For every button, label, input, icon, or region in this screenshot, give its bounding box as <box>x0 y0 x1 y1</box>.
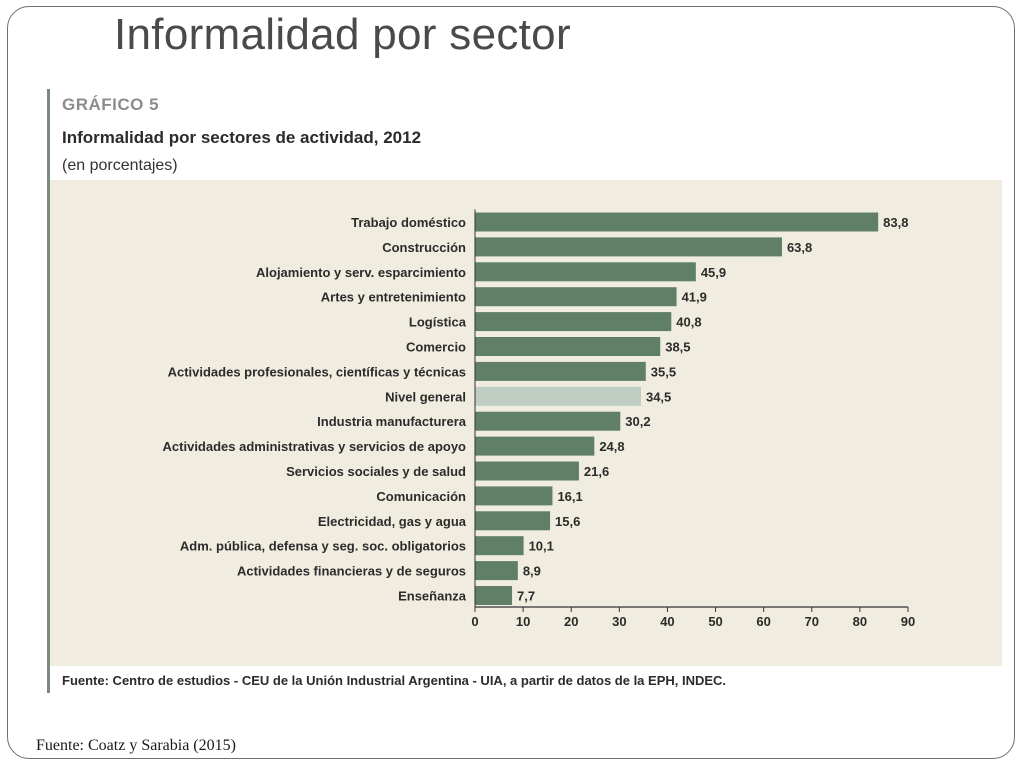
x-tick-label: 30 <box>612 614 626 629</box>
data-label: 8,9 <box>523 564 541 579</box>
x-tick-label: 20 <box>564 614 578 629</box>
data-label: 45,9 <box>701 265 726 280</box>
bar <box>475 511 551 531</box>
category-label: Electricidad, gas y agua <box>318 514 467 529</box>
bar <box>475 312 672 332</box>
x-tick-label: 60 <box>756 614 770 629</box>
x-tick-label: 10 <box>516 614 530 629</box>
category-label: Alojamiento y serv. esparcimiento <box>256 265 466 280</box>
slide-title: Informalidad por sector <box>114 10 571 59</box>
bar <box>475 386 641 406</box>
category-label: Actividades financieras y de seguros <box>237 564 466 579</box>
figure-title: Informalidad por sectores de actividad, … <box>62 128 422 147</box>
category-label: Actividades administrativas y servicios … <box>163 439 467 454</box>
figure-units: (en porcentajes) <box>62 157 178 174</box>
bar <box>475 337 661 356</box>
data-label: 34,5 <box>646 389 671 404</box>
x-tick-label: 90 <box>901 614 915 629</box>
data-label: 41,9 <box>682 290 707 305</box>
data-label: 40,8 <box>676 315 701 330</box>
data-label: 35,5 <box>651 364 676 379</box>
category-label: Actividades profesionales, científicas y… <box>168 364 466 379</box>
x-tick-label: 0 <box>471 614 478 629</box>
bar <box>475 561 518 581</box>
bar <box>475 411 621 431</box>
bar <box>475 536 524 556</box>
figure-number: GRÁFICO 5 <box>62 95 160 114</box>
x-tick-label: 70 <box>805 614 819 629</box>
category-label: Industria manufacturera <box>317 414 467 429</box>
category-label: Construcción <box>382 240 466 255</box>
bar <box>475 361 646 381</box>
figure-source: Fuente: Centro de estudios - CEU de la U… <box>62 673 727 688</box>
data-label: 21,6 <box>584 464 609 479</box>
category-label: Servicios sociales y de salud <box>286 464 466 479</box>
category-label: Enseñanza <box>398 589 467 604</box>
bar <box>475 287 677 307</box>
bar <box>475 212 879 232</box>
data-label: 63,8 <box>787 240 812 255</box>
category-label: Logística <box>409 315 467 330</box>
data-label: 24,8 <box>599 439 624 454</box>
category-label: Artes y entretenimiento <box>321 290 466 305</box>
category-label: Trabajo doméstico <box>351 215 466 230</box>
bar <box>475 486 553 506</box>
category-label: Nivel general <box>385 389 466 404</box>
data-label: 7,7 <box>517 589 535 604</box>
data-label: 83,8 <box>883 215 908 230</box>
data-label: 38,5 <box>665 340 690 355</box>
data-label: 10,1 <box>529 539 554 554</box>
figure-rule <box>47 89 50 693</box>
x-tick-label: 40 <box>660 614 674 629</box>
category-label: Comercio <box>406 340 466 355</box>
bar <box>475 262 696 282</box>
slide-footer: Fuente: Coatz y Sarabia (2015) <box>36 737 236 754</box>
bar <box>475 237 782 257</box>
bar <box>475 586 513 605</box>
x-tick-label: 80 <box>853 614 867 629</box>
bar <box>475 461 579 481</box>
x-tick-label: 50 <box>708 614 722 629</box>
data-label: 30,2 <box>625 414 650 429</box>
data-label: 15,6 <box>555 514 580 529</box>
category-label: Comunicación <box>376 489 466 504</box>
category-label: Adm. pública, defensa y seg. soc. obliga… <box>180 539 466 554</box>
bar <box>475 436 595 456</box>
data-label: 16,1 <box>557 489 582 504</box>
